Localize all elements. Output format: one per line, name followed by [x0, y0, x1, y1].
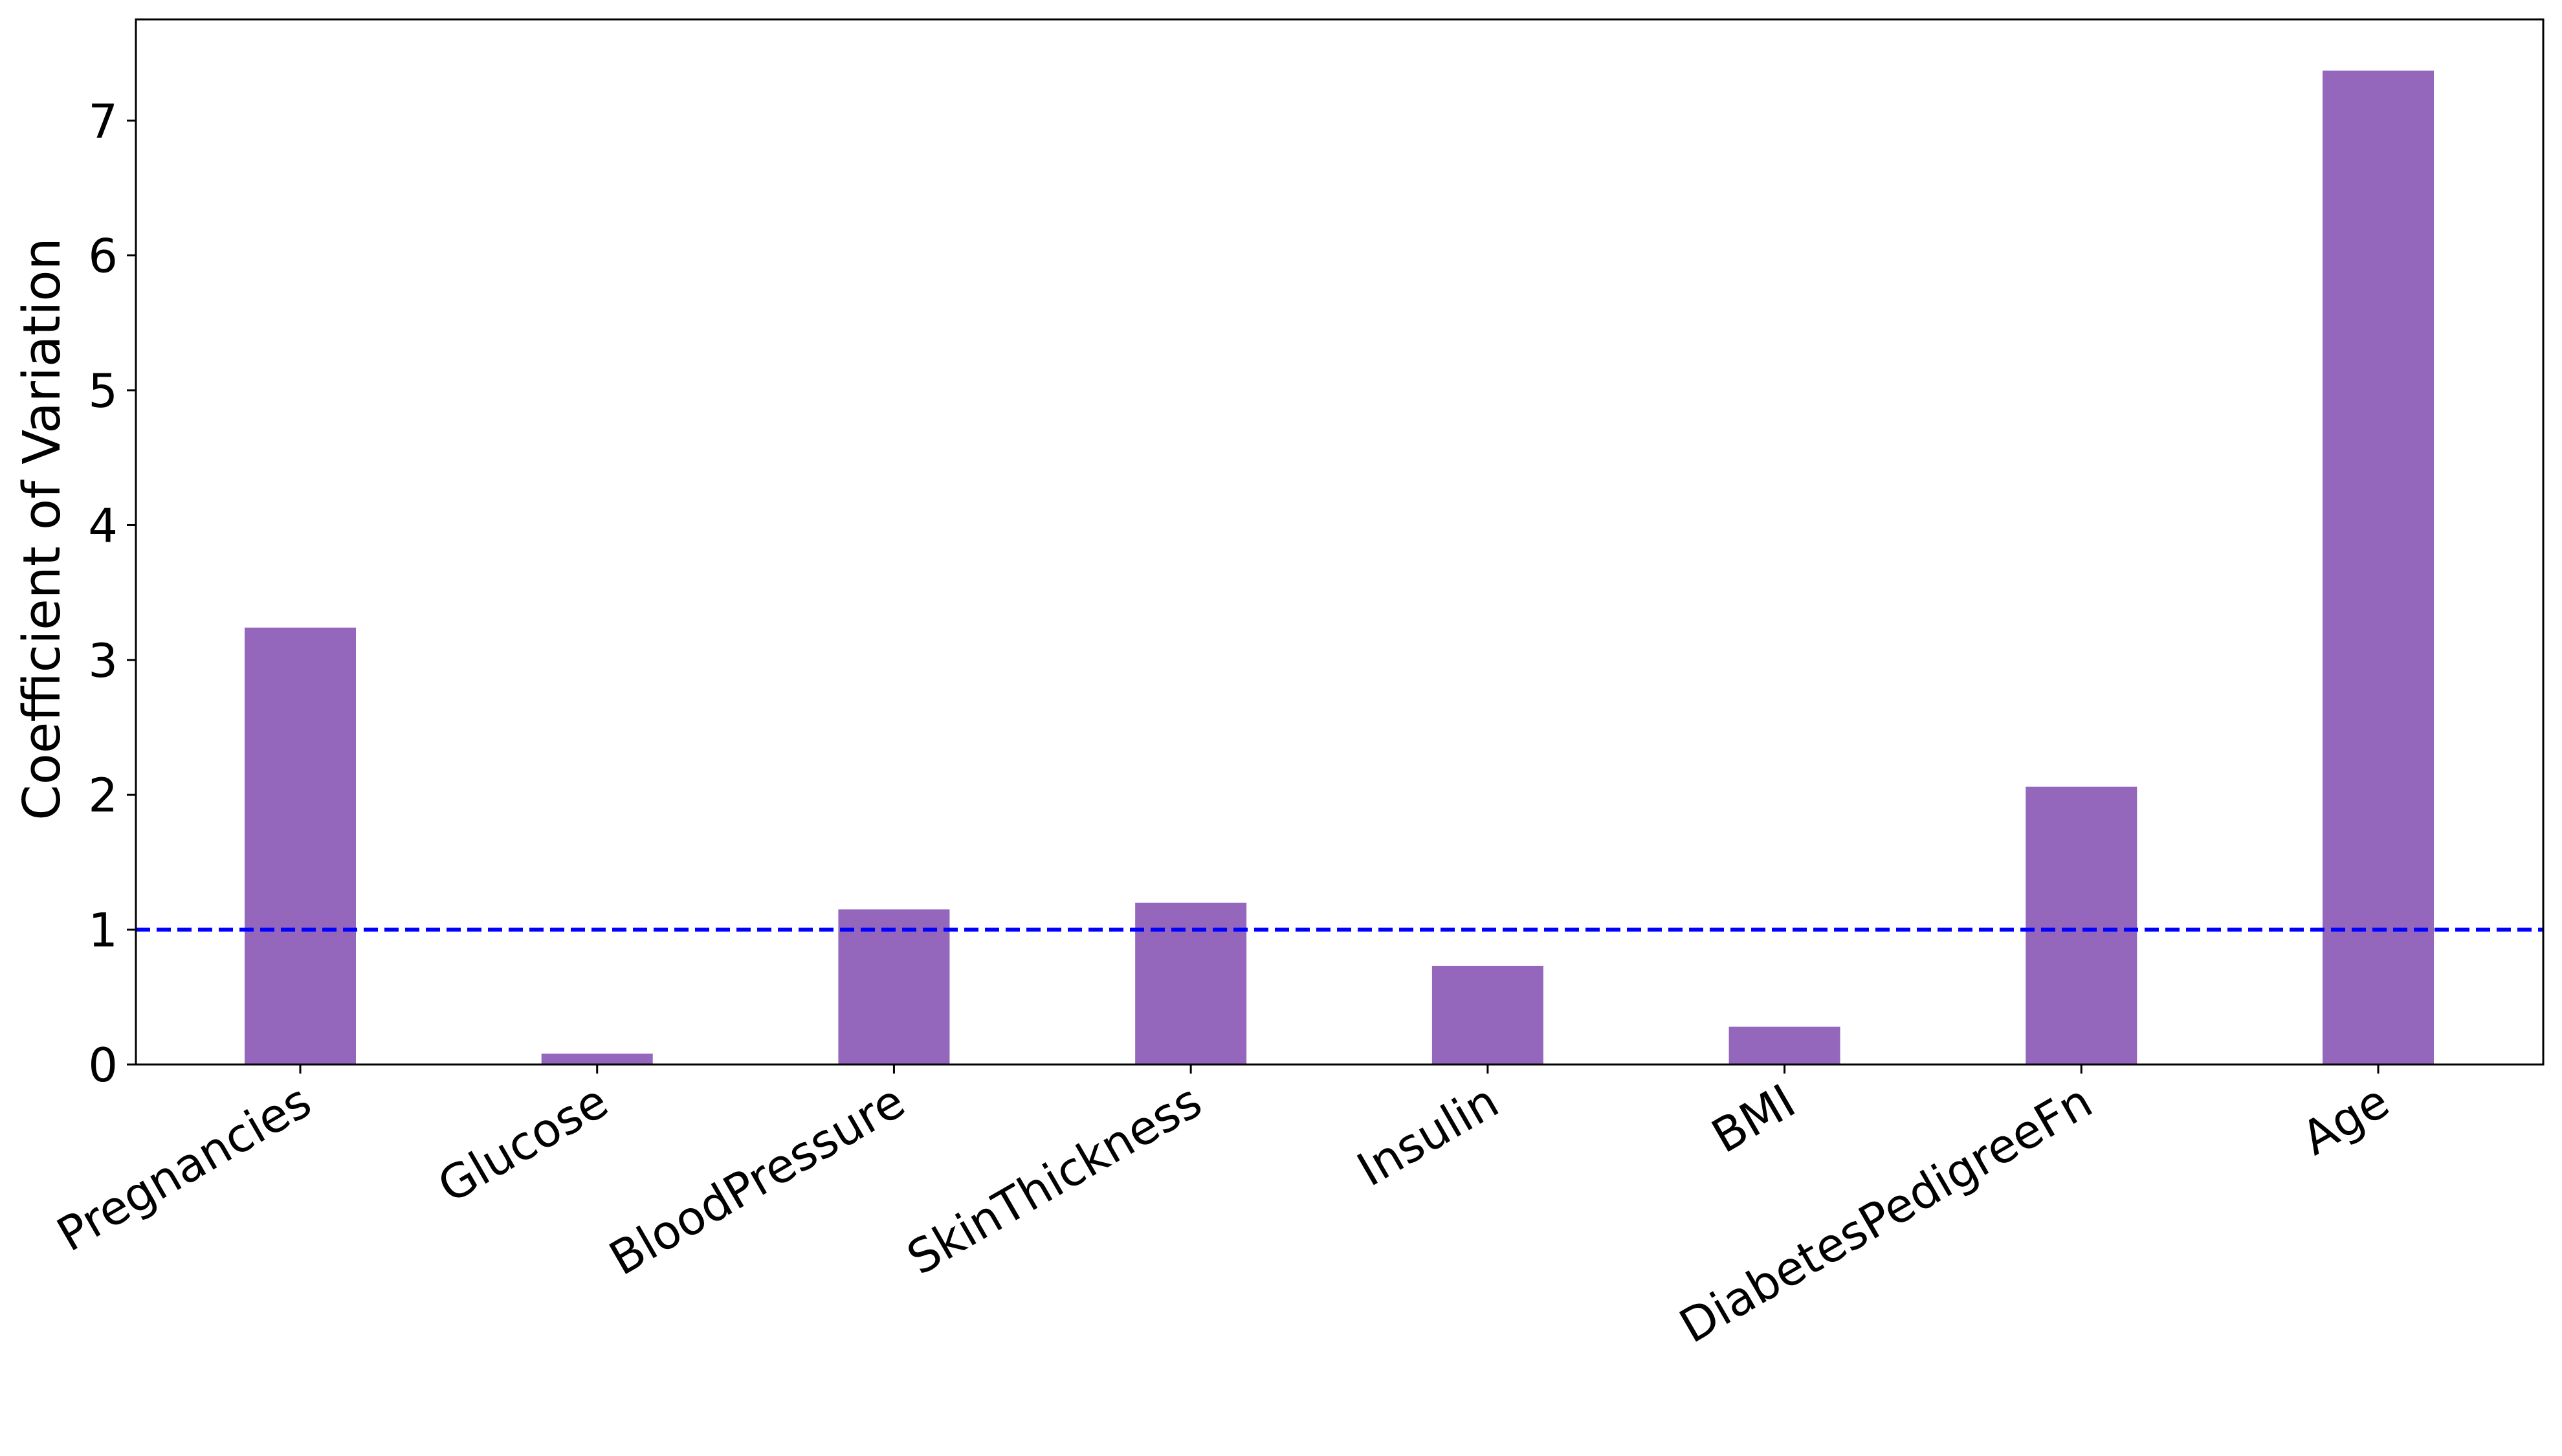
y-tick-label: 5 [88, 364, 118, 418]
bar-glucose [541, 1053, 653, 1064]
bar-bloodpressure [838, 909, 950, 1064]
y-tick-label: 7 [88, 94, 118, 148]
y-tick-label: 0 [88, 1038, 118, 1092]
y-tick-label: 6 [88, 229, 118, 283]
bar-bmi [1728, 1026, 1840, 1064]
bar-age [2323, 71, 2434, 1064]
x-tick-label: BMI [1703, 1074, 1804, 1164]
bars [245, 71, 2434, 1064]
bar-pregnancies [245, 627, 356, 1064]
y-tick-label: 2 [88, 768, 118, 822]
x-axis: Pregnancies GlucoseBloodPressureSkinThick… [48, 1064, 2398, 1354]
bar-insulin [1431, 965, 1543, 1064]
x-tick-label: Insulin [1348, 1074, 1507, 1197]
plot-frame [135, 18, 2545, 1066]
x-tick-label: SkinThickness [898, 1074, 1211, 1285]
bar-diabetespedigreefn [2026, 786, 2137, 1064]
x-tick-label: BloodPressure [601, 1074, 914, 1286]
x-tick-label: Age [2293, 1074, 2398, 1165]
y-tick-label: 1 [88, 903, 118, 958]
y-tick-label: 4 [88, 498, 118, 553]
y-tick-label: 3 [88, 634, 118, 688]
x-tick-label: Glucose [429, 1074, 617, 1213]
x-tick-label: Pregnancies [48, 1074, 320, 1262]
y-axis-label: Coefficient of Variation [12, 237, 72, 820]
y-axis: 0 1 2 3 4 5 6 7 [88, 94, 136, 1092]
bar-skinthickness [1135, 902, 1247, 1064]
